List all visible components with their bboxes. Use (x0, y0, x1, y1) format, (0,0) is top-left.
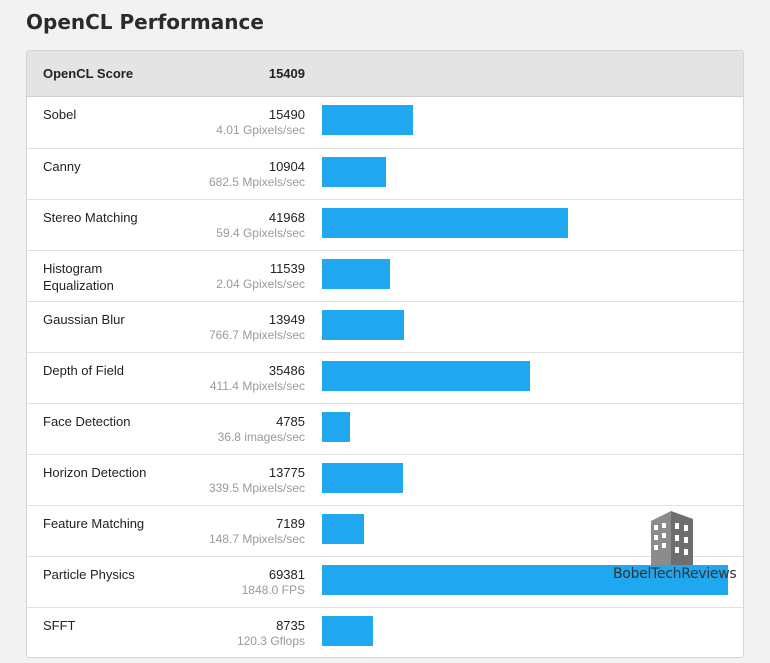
benchmark-row: Face Detection 4785 36.8 images/sec (27, 403, 743, 454)
benchmark-row: Stereo Matching 41968 59.4 Gpixels/sec (27, 199, 743, 250)
benchmark-bar (322, 463, 403, 493)
benchmark-bar (322, 361, 530, 391)
benchmark-bar (322, 259, 390, 289)
benchmark-bar (322, 616, 373, 646)
score-label: OpenCL Score (43, 66, 134, 81)
benchmark-name: Histogram Equalization (43, 261, 114, 293)
benchmark-rate: 766.7 Mpixels/sec (208, 328, 305, 342)
benchmark-bar (322, 208, 568, 238)
benchmark-bar (322, 310, 404, 340)
benchmark-score: 10904 (268, 159, 305, 174)
benchmark-score: 35486 (268, 363, 305, 378)
benchmark-name: Canny (43, 159, 81, 174)
benchmark-rate: 120.3 Gflops (236, 634, 305, 648)
benchmark-bar (322, 412, 350, 442)
benchmark-name: Sobel (43, 107, 77, 122)
benchmark-rate: 59.4 Gpixels/sec (216, 226, 305, 240)
benchmark-bar (322, 514, 364, 544)
benchmark-row: Horizon Detection 13775 339.5 Mpixels/sec (27, 454, 743, 505)
benchmark-rate: 682.5 Mpixels/sec (208, 175, 305, 189)
benchmark-row: Particle Physics 69381 1848.0 FPS (27, 556, 743, 607)
benchmark-name: Stereo Matching (43, 210, 138, 225)
page-title: OpenCL Performance (26, 10, 264, 34)
score-value: 15409 (268, 66, 305, 81)
benchmark-score: 11539 (269, 261, 305, 276)
benchmark-score: 13949 (268, 312, 305, 327)
score-header: OpenCL Score 15409 (27, 51, 743, 97)
benchmark-row: Feature Matching 7189 148.7 Mpixels/sec (27, 505, 743, 556)
benchmark-bar (322, 157, 386, 187)
benchmark-name: SFFT (43, 618, 76, 633)
benchmark-row: Gaussian Blur 13949 766.7 Mpixels/sec (27, 301, 743, 352)
benchmark-bar (322, 105, 413, 135)
benchmark-rate: 148.7 Mpixels/sec (208, 532, 305, 546)
benchmark-name: Feature Matching (43, 516, 145, 531)
benchmark-score: 13775 (268, 465, 305, 480)
benchmark-rate: 36.8 images/sec (217, 430, 305, 444)
benchmark-score: 4785 (276, 414, 305, 429)
benchmark-name: Face Detection (43, 414, 131, 429)
benchmark-score: 7189 (276, 516, 305, 531)
benchmark-score: 15490 (268, 107, 305, 122)
benchmark-row: SFFT 8735 120.3 Gflops (27, 607, 743, 657)
benchmark-rate: 411.4 Mpixels/sec (209, 379, 305, 393)
results-panel: OpenCL Score 15409 Sobel 15490 4.01 Gpixel… (26, 50, 744, 658)
benchmark-name: Particle Physics (43, 567, 135, 582)
benchmark-bar (322, 565, 728, 595)
benchmark-name: Depth of Field (43, 363, 124, 378)
benchmark-row: Canny 10904 682.5 Mpixels/sec (27, 148, 743, 199)
watermark-text: BobelTechReviews (613, 566, 737, 582)
benchmark-rate: 339.5 Mpixels/sec (208, 481, 305, 495)
benchmark-score: 69381 (268, 567, 305, 582)
benchmark-row: Sobel 15490 4.01 Gpixels/sec (27, 97, 743, 148)
benchmark-row: Histogram Equalization 11539 2.04 Gpixels/… (27, 250, 743, 301)
benchmark-score: 8735 (276, 618, 305, 633)
building-icon (651, 511, 693, 565)
benchmark-row: Depth of Field 35486 411.4 Mpixels/sec (27, 352, 743, 403)
benchmark-score: 41968 (268, 210, 305, 225)
benchmark-rate: 1848.0 FPS (241, 583, 305, 597)
benchmark-rate: 2.04 Gpixels/sec (216, 277, 305, 291)
watermark-logo: BobelTechReviews (613, 509, 737, 589)
benchmark-name: Horizon Detection (43, 465, 147, 480)
benchmark-rate: 4.01 Gpixels/sec (216, 123, 305, 137)
benchmark-name: Gaussian Blur (43, 312, 125, 327)
